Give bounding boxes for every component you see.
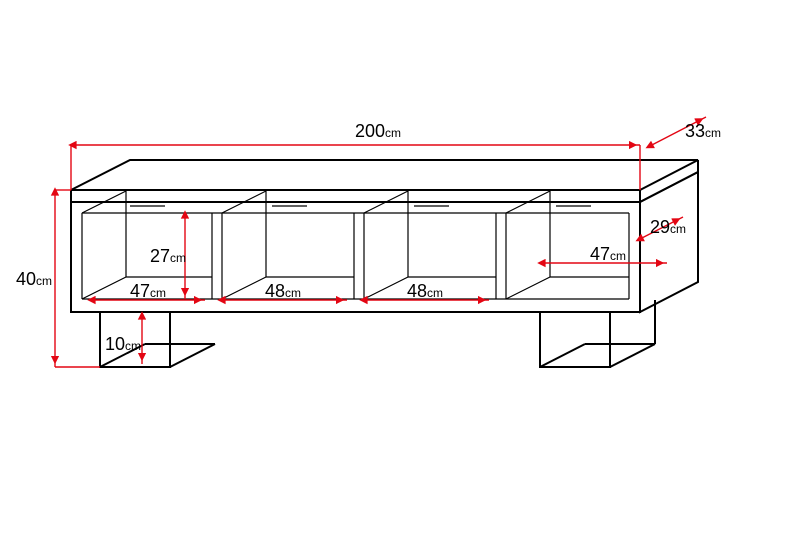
dim-label-comp2_w: 48cm [265, 281, 301, 301]
dim-label-width_top: 200cm [355, 121, 401, 141]
dim-label-inner_height: 27cm [150, 246, 186, 266]
dim-label-leg_height: 10cm [105, 334, 141, 354]
dim-label-depth_top: 33cm [685, 121, 721, 141]
dim-label-comp1_w: 47cm [130, 281, 166, 301]
dim-label-comp3_w: 48cm [407, 281, 443, 301]
dim-label-comp4_w: 47cm [590, 244, 626, 264]
dim-label-height_total: 40cm [16, 269, 52, 289]
dimensions: 200cm 33cm 40cm 10cm 27cm 29cm 47cm 48cm 48cm 47c… [16, 117, 721, 367]
dim-label-inner_depth: 29cm [650, 217, 686, 237]
furniture-diagram: 200cm 33cm 40cm 10cm 27cm 29cm 47cm 48cm 48cm 47c… [0, 0, 800, 533]
